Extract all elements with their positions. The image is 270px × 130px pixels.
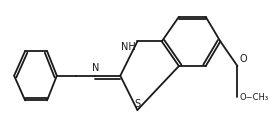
Text: NH: NH (122, 43, 136, 53)
Text: N: N (92, 63, 100, 73)
Text: O: O (240, 54, 248, 64)
Text: S: S (134, 99, 140, 109)
Text: O−CH₃: O−CH₃ (239, 93, 269, 102)
